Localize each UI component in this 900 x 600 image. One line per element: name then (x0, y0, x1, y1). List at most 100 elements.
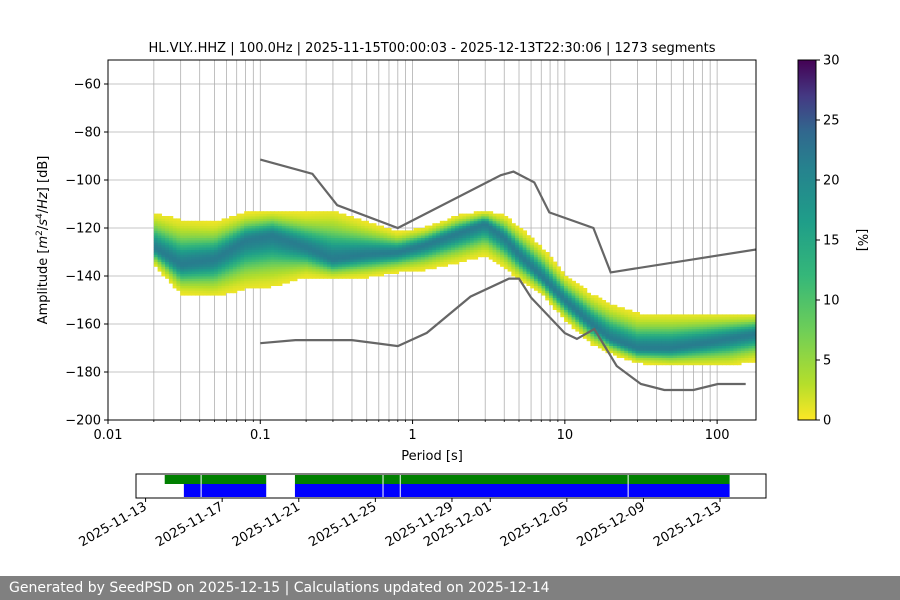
heatmap-cell (172, 254, 178, 258)
heatmap-cell (533, 261, 539, 265)
heatmap-cell (541, 259, 546, 262)
heatmap-cell (643, 343, 648, 346)
heatmap-cell (462, 242, 467, 246)
heatmap-cell (454, 240, 460, 243)
heatmap-cell (372, 232, 377, 236)
heatmap-cell (428, 242, 433, 246)
heatmap-cell (225, 276, 230, 279)
heatmap-cell (661, 362, 667, 366)
heatmap-cell (688, 345, 693, 349)
heatmap-cell (643, 345, 648, 349)
heatmap-cell (274, 280, 279, 284)
heatmap-cell (293, 244, 298, 248)
heatmap-cell (259, 240, 264, 243)
heatmap-cell (180, 292, 185, 296)
heatmap-cell (157, 264, 162, 267)
heatmap-cell (439, 244, 445, 248)
heatmap-cell (624, 331, 629, 334)
heatmap-cell (530, 254, 535, 258)
heatmap-cell (725, 328, 731, 332)
heatmap-cell (202, 235, 208, 238)
heatmap-cell (680, 336, 686, 339)
heatmap-cell (601, 309, 607, 313)
heatmap-cell (281, 237, 287, 241)
heatmap-cell (210, 292, 215, 296)
heatmap-cell (639, 333, 644, 337)
heatmap-cell (281, 242, 287, 246)
heatmap-cell (454, 235, 460, 238)
heatmap-cell (349, 249, 354, 253)
heatmap-cell (168, 259, 174, 262)
heatmap-cell (710, 316, 716, 320)
heatmap-cell (658, 340, 663, 344)
heatmap-cell (518, 228, 524, 231)
heatmap-cell (597, 333, 603, 337)
heatmap-cell (323, 213, 328, 217)
heatmap-cell (330, 216, 336, 219)
heatmap-cell (390, 271, 396, 274)
heatmap-cell (187, 237, 193, 241)
heatmap-cell (187, 242, 193, 246)
heatmap-cell (372, 249, 377, 253)
heatmap-cell (413, 256, 418, 260)
heatmap-cell (620, 333, 625, 337)
heatmap-cell (270, 220, 275, 224)
heatmap-cell (537, 276, 543, 279)
heatmap-cell (665, 328, 671, 332)
heatmap-cell (590, 343, 595, 346)
heatmap-cell (458, 220, 464, 224)
heatmap-cell (477, 242, 482, 246)
heatmap-cell (688, 326, 693, 330)
heatmap-cell (338, 223, 343, 226)
heatmap-cell (319, 266, 324, 270)
heatmap-cell (153, 230, 159, 234)
heatmap-cell (398, 237, 403, 241)
heatmap-cell (364, 249, 369, 253)
heatmap-cell (199, 278, 204, 282)
heatmap-cell (394, 271, 400, 274)
heatmap-cell (191, 254, 196, 258)
heatmap-cell (191, 244, 196, 248)
heatmap-cell (311, 259, 317, 262)
heatmap-cell (752, 357, 756, 361)
heatmap-cell (515, 268, 520, 272)
heatmap-cell (285, 216, 290, 219)
heatmap-cell (684, 328, 689, 332)
heatmap-cell (744, 343, 750, 346)
heatmap-cell (274, 247, 279, 250)
heatmap-cell (349, 244, 354, 248)
heatmap-cell (676, 340, 682, 344)
heatmap-cell (398, 264, 403, 267)
heatmap-cell (624, 357, 629, 361)
heatmap-cell (466, 256, 471, 260)
heatmap-cell (409, 242, 415, 246)
heatmap-cell (387, 244, 392, 248)
heatmap-cell (259, 232, 264, 236)
heatmap-cell (676, 316, 682, 320)
heatmap-cell (447, 244, 452, 248)
heatmap-cell (372, 230, 377, 234)
heatmap-cell (379, 237, 385, 241)
heatmap-cell (710, 340, 716, 344)
heatmap-cell (462, 225, 467, 229)
heatmap-cell (323, 247, 328, 250)
heatmap-cell (575, 302, 580, 306)
heatmap-cell (247, 276, 253, 279)
heatmap-cell (206, 232, 211, 236)
timeline-tick-label: 2025-11-17 (153, 499, 226, 550)
heatmap-cell (323, 242, 328, 246)
heatmap-cell (699, 340, 704, 344)
heatmap-cell (323, 256, 328, 260)
heatmap-cell (402, 249, 407, 253)
heatmap-cell (199, 280, 204, 284)
y-axis-label-part: s (36, 219, 51, 226)
heatmap-cell (293, 220, 298, 224)
heatmap-cell (439, 235, 445, 238)
heatmap-cell (436, 244, 441, 248)
heatmap-cell (624, 338, 629, 342)
heatmap-cell (729, 360, 735, 363)
y-tick-label: −200 (65, 414, 101, 429)
heatmap-cell (477, 218, 482, 222)
heatmap-cell (338, 273, 343, 277)
heatmap-cell (255, 268, 260, 272)
